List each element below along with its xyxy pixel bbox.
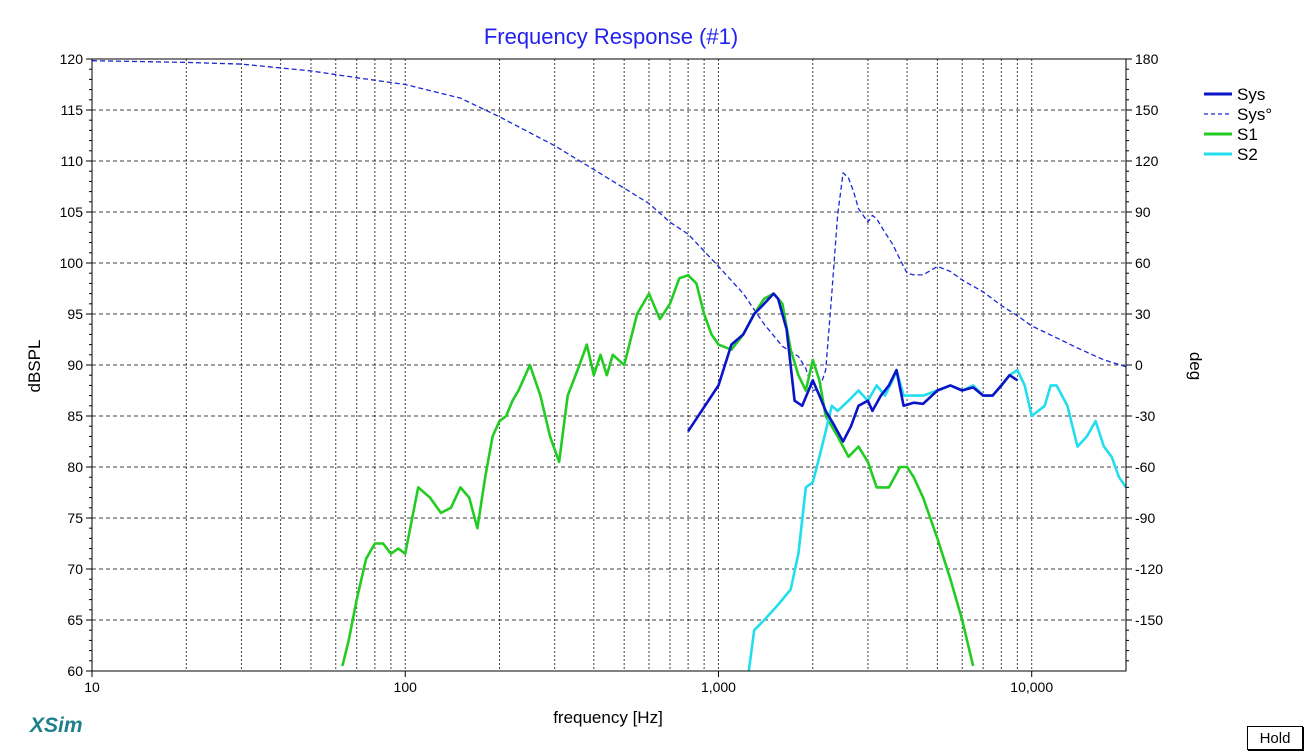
y2-tick-label: -30 [1135,408,1155,424]
series-line-sys [687,292,1019,443]
legend-label: Sys° [1237,105,1272,124]
y-tick-label: 90 [67,357,83,373]
legend-label: S2 [1237,145,1258,164]
y2-tick-label: 30 [1135,306,1151,322]
x-tick-label: 10 [84,679,100,695]
y-tick-label: 65 [67,612,83,628]
y-tick-label: 120 [60,51,84,67]
y-tick-label: 95 [67,306,83,322]
y-tick-label: 70 [67,561,83,577]
y2-tick-label: 60 [1135,255,1151,271]
xsim-logo: XSim [30,714,83,737]
legend-label: S1 [1237,125,1258,144]
y2-tick-label: -60 [1135,459,1155,475]
series-line-sys-phase [92,60,1126,392]
y-tick-label: 110 [61,153,84,169]
axis-ticks: 6065707580859095100105110115120-150-120-… [60,51,1164,695]
y2-tick-label: -120 [1135,561,1163,577]
y-tick-label: 105 [60,204,84,220]
x-axis-label: frequency [Hz] [553,708,663,727]
y-tick-label: 85 [67,408,83,424]
y-axis-label: dBSPL [25,340,44,393]
y-tick-label: 60 [67,663,83,679]
series-layer [92,60,1126,671]
y2-tick-label: 150 [1135,102,1159,118]
y-tick-label: 115 [61,102,84,118]
y-tick-label: 80 [67,459,83,475]
y2-tick-label: 0 [1135,357,1143,373]
y2-tick-label: 90 [1135,204,1151,220]
y2-tick-label: 120 [1135,153,1159,169]
y2-tick-label: -150 [1135,612,1163,628]
legend-label: Sys [1237,85,1265,104]
series-line-s1 [341,273,975,667]
y-tick-label: 100 [60,255,84,271]
chart-title: Frequency Response (#1) [484,24,738,49]
y2-tick-label: -90 [1135,510,1155,526]
y2-tick-label: 180 [1135,51,1159,67]
x-tick-label: 1,000 [701,679,736,695]
y2-axis-label: deg [1186,352,1205,380]
y-tick-label: 75 [67,510,83,526]
hold-button[interactable]: Hold [1247,726,1303,750]
x-tick-label: 10,000 [1010,679,1053,695]
series-line-s2 [747,368,1126,671]
x-tick-label: 100 [394,679,418,695]
